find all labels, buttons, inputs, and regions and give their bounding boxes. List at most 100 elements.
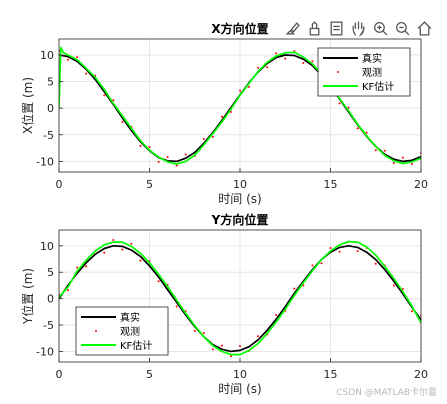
home-icon[interactable]	[415, 19, 434, 38]
observation-point	[103, 94, 106, 97]
y-tick-label: 5	[47, 266, 54, 279]
legend-label: KF估计	[120, 339, 152, 352]
x-tick-label: 10	[233, 368, 247, 381]
observation-point	[311, 60, 314, 63]
x-tick-label: 15	[324, 178, 338, 191]
watermark: CSDN @MATLAB卡尔曼	[336, 388, 437, 398]
observation-point	[139, 144, 142, 147]
kf-estimate-line	[59, 46, 421, 165]
legend-marker-observation	[95, 330, 97, 332]
observation-point	[103, 251, 106, 254]
observation-point	[139, 259, 142, 262]
observation-point	[202, 331, 205, 334]
y-tick-label: 10	[40, 240, 54, 253]
observation-point	[112, 99, 115, 102]
observation-point	[338, 102, 341, 105]
observation-point	[239, 345, 241, 348]
x-tick-label: 15	[324, 368, 338, 381]
observation-point	[76, 266, 79, 269]
chart-title: X方向位置	[211, 21, 268, 36]
y-tick-label: -10	[36, 345, 54, 358]
observation-point	[302, 61, 305, 64]
y-tick-label: 5	[47, 76, 54, 89]
observation-point	[374, 262, 377, 265]
zoom-in-icon[interactable]	[371, 19, 390, 38]
y-tick-label: -5	[43, 319, 54, 332]
observation-point	[67, 58, 70, 61]
observation-point	[374, 149, 377, 152]
observation-point	[365, 131, 368, 134]
observation-point	[121, 120, 124, 123]
observation-point	[356, 127, 359, 130]
y-tick-label: 0	[47, 102, 54, 115]
observation-point	[410, 163, 413, 166]
observation-point	[193, 329, 196, 332]
observation-point	[320, 262, 323, 265]
legend-label: KF估计	[362, 80, 394, 93]
observation-point	[275, 314, 278, 317]
legend-label: 观测	[362, 66, 382, 79]
observation-point	[338, 250, 341, 253]
observation-point	[257, 66, 260, 69]
export-icon[interactable]	[305, 19, 324, 38]
x-tick-label: 5	[146, 368, 153, 381]
observation-point	[76, 56, 79, 59]
y-axis-label: X位置 (m)	[20, 77, 35, 134]
y-tick-label: 0	[47, 293, 54, 306]
observation-point	[239, 89, 241, 92]
x-tick-label: 0	[56, 178, 63, 191]
observation-point	[229, 110, 232, 113]
legend-box	[75, 306, 169, 356]
y-axis-label: Y位置 (m)	[20, 268, 35, 325]
observation-point	[184, 153, 187, 156]
observation-point	[293, 287, 296, 290]
datatip-icon[interactable]	[327, 19, 346, 38]
y-tick-label: -10	[36, 155, 54, 168]
observation-point	[248, 85, 251, 88]
pan-hand-icon[interactable]	[349, 19, 368, 38]
observation-point	[157, 280, 160, 283]
observation-point	[202, 138, 205, 141]
legend-marker-observation	[337, 71, 339, 73]
observation-point	[347, 106, 350, 109]
true-series-line	[59, 244, 421, 353]
axes-toolbar	[283, 18, 434, 38]
legend-box	[317, 47, 411, 97]
observation-point	[130, 242, 133, 245]
observation-point	[211, 348, 214, 351]
legend-label: 观测	[120, 325, 140, 338]
y-tick-label: -5	[43, 129, 54, 142]
series-group	[59, 46, 421, 167]
observation-point	[211, 135, 214, 138]
observation-point	[85, 72, 88, 75]
observation-point	[284, 57, 287, 60]
x-tick-label: 20	[414, 368, 428, 381]
observation-point	[112, 239, 115, 242]
x-tick-label: 0	[56, 368, 63, 381]
observation-point	[148, 145, 151, 148]
kf-estimate-line	[59, 240, 421, 356]
observation-point	[401, 156, 404, 159]
observation-point	[392, 161, 395, 164]
observation-point	[229, 355, 232, 358]
legend-label: 真实	[120, 311, 140, 324]
observation-point	[220, 344, 223, 347]
x-axis-label: 时间 (s)	[218, 192, 261, 206]
x-axis-label: 时间 (s)	[218, 382, 261, 396]
observation-point	[175, 164, 178, 167]
brush-icon[interactable]	[283, 19, 302, 38]
observation-point	[67, 289, 70, 292]
observation-point	[266, 66, 269, 69]
observation-point	[85, 265, 88, 268]
observation-point	[275, 52, 278, 55]
observation-point	[410, 310, 413, 313]
zoom-out-icon[interactable]	[393, 19, 412, 38]
chart-title: Y方向位置	[211, 212, 269, 227]
observation-point	[166, 156, 169, 159]
